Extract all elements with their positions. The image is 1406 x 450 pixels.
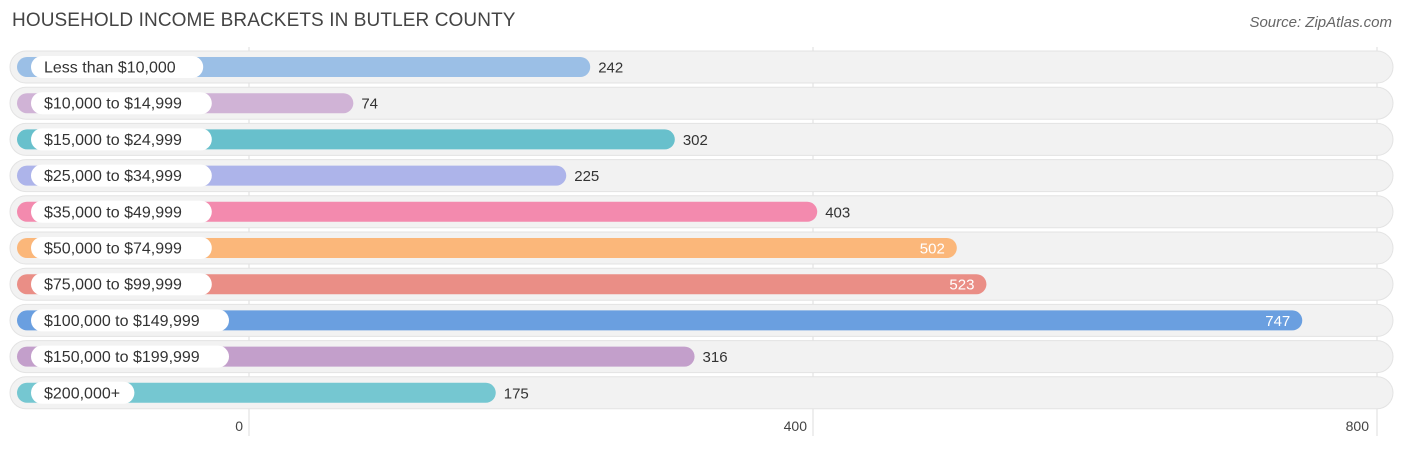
- category-label-pill: [31, 273, 212, 296]
- value-label: 175: [504, 385, 529, 402]
- category-label-pill: [31, 164, 212, 187]
- x-tick-label: 800: [1346, 418, 1370, 434]
- category-label: $35,000 to $49,999: [44, 204, 182, 221]
- category-label-pill: [31, 237, 212, 259]
- x-axis: 0 400 800: [235, 418, 1369, 434]
- category-label: $150,000 to $199,999: [44, 349, 200, 366]
- value-label: 403: [825, 204, 850, 221]
- category-label: $10,000 to $14,999: [44, 96, 182, 113]
- category-label: $15,000 to $24,999: [44, 132, 182, 149]
- category-label: $50,000 to $74,999: [44, 241, 182, 258]
- category-label-pill: [31, 309, 229, 332]
- category-label-pill: [31, 92, 212, 115]
- category-label: $100,000 to $149,999: [44, 313, 200, 330]
- x-tick-label: 400: [784, 418, 808, 434]
- category-label-pill: [31, 56, 204, 78]
- bar: [17, 274, 987, 295]
- value-label: 747: [1265, 313, 1290, 330]
- bar: [17, 201, 818, 222]
- category-label: Less than $10,000: [44, 60, 176, 77]
- value-label: 316: [703, 349, 728, 366]
- value-label: 242: [598, 60, 623, 77]
- row-background: [9, 86, 1394, 120]
- rows-layer: Less than $10,000 242 $10,000 to $14,999 74…: [9, 50, 1394, 410]
- chart-title: HOUSEHOLD INCOME BRACKETS IN BUTLER COUN…: [12, 10, 516, 31]
- bar: [17, 238, 957, 258]
- category-label-pill: [31, 200, 212, 223]
- value-label: 302: [683, 132, 708, 149]
- category-label-pill: [31, 381, 135, 404]
- category-label: $200,000+: [44, 385, 120, 402]
- category-label-pill: [31, 345, 229, 368]
- value-label: 74: [361, 96, 378, 113]
- value-label: 523: [949, 277, 974, 294]
- chart-source: Source: ZipAtlas.com: [1249, 14, 1392, 31]
- bar: [17, 382, 496, 403]
- category-label: $25,000 to $34,999: [44, 168, 182, 185]
- category-label-pill: [31, 128, 212, 151]
- value-label: 502: [920, 241, 945, 258]
- value-label: 225: [574, 168, 599, 185]
- category-label: $75,000 to $99,999: [44, 277, 182, 294]
- x-tick-label: 0: [235, 418, 243, 434]
- bar: [17, 310, 1303, 331]
